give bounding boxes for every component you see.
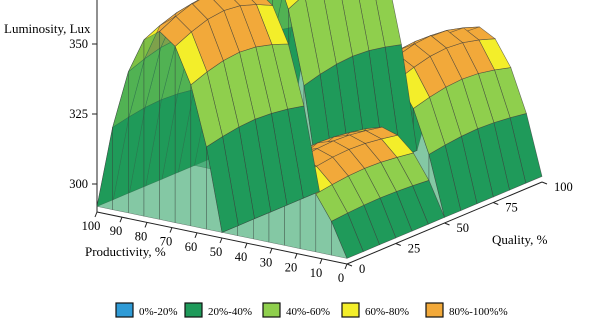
y-tick-label: 50	[457, 221, 470, 235]
tick-labels: 100 90 80 70 60 50 40 30 20 10 0025507510030032535…	[69, 37, 573, 285]
x-tick-label: 90	[110, 224, 123, 238]
z-axis-title: Luminosity, Lux	[4, 21, 91, 36]
x-tick-mark	[244, 243, 248, 249]
legend-item: 40%-60%	[262, 302, 330, 318]
x-tick-label: 50	[210, 245, 223, 259]
x-tick-label: 10	[310, 266, 323, 280]
x-tick-mark	[294, 253, 298, 259]
surface-cell	[375, 0, 402, 48]
x-tick-mark	[319, 258, 323, 264]
surface-cell	[213, 0, 241, 11]
surface-cell	[358, 0, 386, 51]
legend-item: 0%-20%	[115, 302, 178, 318]
legend-label: 40%-60%	[286, 306, 330, 318]
surface-cell	[234, 0, 258, 7]
legend: 0%-20% 20%-40% 40%-60% 60%-80% 80%-100%%	[115, 302, 508, 318]
surface-cell	[251, 0, 274, 6]
x-tick-mark	[169, 227, 173, 233]
surface-edge	[128, 39, 145, 217]
x-axis-title: Productivity, %	[85, 244, 166, 259]
x-tick-label: 30	[260, 255, 273, 269]
legend-swatch	[262, 302, 281, 318]
legend-swatch	[425, 302, 444, 318]
x-tick-mark	[344, 263, 348, 270]
surface-patch	[96, 0, 320, 233]
x-tick-label: 0	[338, 271, 344, 285]
x-tick-mark	[119, 217, 123, 223]
y-tick-mark	[444, 222, 450, 226]
x-tick-label: 70	[160, 235, 173, 249]
surface-edge	[143, 30, 160, 220]
y-tick-mark	[395, 243, 401, 246]
legend-label: 80%-100%%	[449, 306, 508, 318]
x-tick-label: 60	[185, 240, 198, 254]
legend-label: 20%-40%	[208, 306, 252, 318]
y-tick-label: 0	[359, 262, 365, 276]
legend-swatch	[341, 302, 360, 318]
x-tick-label: 100	[82, 219, 101, 233]
surface-cell	[284, 0, 299, 10]
surface-edge	[112, 71, 129, 214]
y-tick-label: 100	[554, 180, 573, 194]
surface-edge	[159, 30, 176, 224]
x-tick-mark	[194, 232, 198, 238]
x-tick-mark	[94, 211, 98, 218]
legend-label: 0%-20%	[139, 306, 178, 318]
y-axis-title: Quality, %	[492, 232, 548, 247]
y-tick-mark	[541, 181, 548, 185]
legend-item: 20%-40%	[184, 302, 252, 318]
y-tick-label: 75	[505, 201, 518, 215]
legend-swatch	[184, 302, 203, 318]
surface-plot	[96, 0, 543, 259]
y-tick-mark	[346, 263, 353, 267]
x-tick-label: 20	[285, 261, 298, 275]
legend-swatch	[115, 302, 134, 318]
x-tick-mark	[219, 237, 223, 244]
legend-item: 80%-100%%	[425, 302, 508, 318]
surface-edge	[96, 127, 113, 211]
z-tick-label: 325	[69, 107, 88, 121]
legend-label: 60%-80%	[365, 306, 409, 318]
axis-labels: Luminosity, Lux Productivity, % Quality,…	[4, 21, 548, 259]
x-tick-label: 80	[135, 229, 148, 243]
z-tick-label: 350	[69, 37, 88, 51]
y-tick-label: 25	[408, 242, 421, 256]
legend-item: 60%-80%	[341, 302, 409, 318]
x-tick-mark	[144, 222, 148, 228]
x-tick-label: 40	[235, 250, 248, 264]
y-tick-mark	[493, 202, 499, 205]
z-tick-label: 300	[69, 177, 88, 191]
x-tick-mark	[269, 248, 273, 254]
